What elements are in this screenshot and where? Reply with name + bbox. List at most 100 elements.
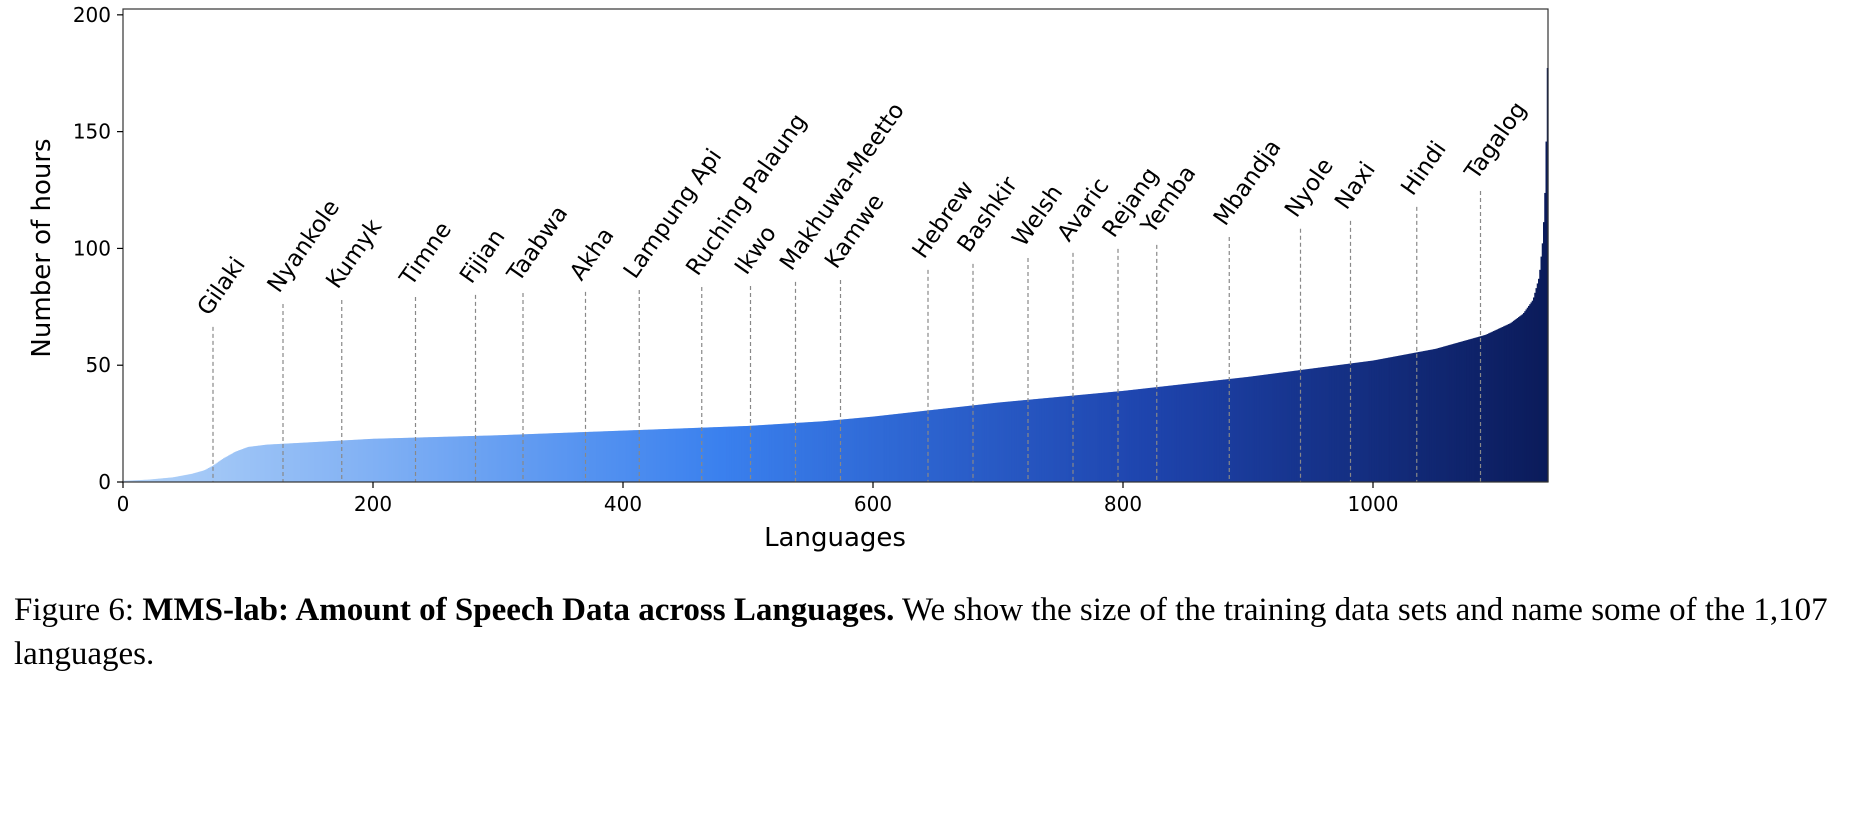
bar [548, 433, 550, 482]
bar [160, 478, 163, 482]
bar [1510, 322, 1513, 482]
bar [399, 438, 402, 482]
bar [191, 473, 194, 482]
bar [985, 403, 988, 482]
bar [979, 404, 982, 482]
bar [224, 457, 227, 482]
bar [618, 430, 620, 482]
bar [314, 442, 317, 482]
bar [918, 411, 920, 482]
bar [679, 428, 682, 482]
bar [875, 416, 878, 482]
bar [804, 422, 807, 482]
bar [380, 438, 383, 482]
bar [595, 431, 598, 482]
bar [265, 444, 268, 482]
bar [581, 432, 584, 482]
bar [810, 422, 813, 482]
bar [511, 434, 514, 482]
bar [560, 432, 563, 482]
bar [326, 441, 329, 482]
bar [1444, 346, 1447, 482]
x-tick-label: 400 [604, 492, 642, 516]
bar [1231, 378, 1234, 482]
bar [353, 439, 355, 482]
bar [1493, 331, 1495, 482]
bar [718, 427, 720, 482]
bar [1313, 368, 1315, 482]
bar [469, 436, 472, 482]
bar [1149, 387, 1152, 482]
bar [1104, 392, 1107, 482]
bar [666, 428, 669, 482]
bar [374, 438, 377, 482]
bar [243, 448, 245, 482]
bar [1544, 192, 1547, 482]
bar [1454, 343, 1457, 482]
bar [1394, 356, 1397, 482]
bar [925, 410, 928, 482]
bar [553, 433, 555, 482]
bar [1138, 389, 1140, 482]
bar [1468, 339, 1470, 482]
bar [1039, 398, 1042, 482]
bar [1220, 379, 1223, 482]
bar [491, 435, 494, 482]
bar [1144, 388, 1147, 482]
caption-prefix: Figure 6: [14, 592, 143, 628]
bar [1476, 337, 1479, 482]
bar [850, 418, 853, 482]
bar [1135, 389, 1138, 482]
bar [261, 445, 264, 482]
bar [533, 433, 535, 482]
bar [535, 433, 538, 482]
bar [1160, 386, 1163, 482]
bar [303, 442, 305, 482]
bar [1226, 379, 1229, 482]
bar [798, 422, 800, 482]
bar [556, 433, 559, 482]
bar [1048, 397, 1050, 482]
bar [1355, 362, 1358, 482]
bar [620, 430, 623, 482]
bar [629, 430, 632, 482]
bar [470, 436, 473, 482]
bar [726, 426, 729, 482]
bar [1028, 399, 1030, 482]
bar [383, 438, 385, 482]
bar [1006, 401, 1009, 482]
annotation-label: Hindi [1396, 137, 1451, 200]
bar [1134, 389, 1137, 482]
bar [868, 417, 870, 482]
bar [476, 435, 479, 482]
bar [269, 444, 272, 482]
bar [783, 423, 785, 482]
bar [904, 413, 907, 482]
bar [656, 429, 659, 482]
bar [724, 426, 727, 482]
bar [1003, 402, 1005, 482]
bar [843, 419, 845, 482]
bar [190, 473, 193, 482]
bar [933, 409, 935, 482]
bar [1093, 393, 1095, 482]
bar [445, 436, 448, 482]
bar [949, 407, 952, 482]
bar [171, 477, 174, 482]
bar [209, 467, 212, 482]
bar [421, 437, 424, 482]
annotation-label: Taabwa [502, 201, 573, 287]
bar [1331, 365, 1334, 482]
bar [1400, 355, 1403, 482]
bar [1020, 400, 1023, 482]
bar [514, 434, 517, 482]
bar [1391, 356, 1394, 482]
bar [1163, 386, 1165, 482]
bar [908, 412, 910, 482]
bar [615, 430, 618, 482]
bar [1421, 351, 1424, 482]
bar [539, 433, 542, 482]
bar [1141, 388, 1144, 482]
bar [1530, 302, 1533, 482]
bar [870, 416, 873, 482]
